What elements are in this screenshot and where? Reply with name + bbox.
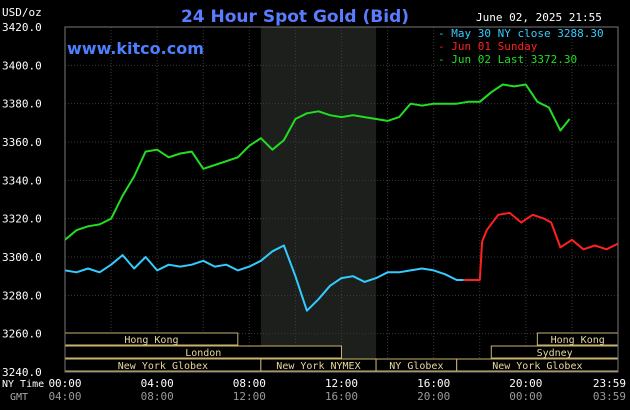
x-tick-label-ny: 16:00	[417, 377, 450, 390]
ny-time-label: NY Time	[2, 379, 44, 390]
legend-item-jun01: - Jun 01 Sunday	[438, 40, 538, 53]
session-label: Sydney	[537, 348, 573, 359]
x-tick-label-gmt: 04:00	[48, 390, 81, 403]
x-tick-label-ny: 12:00	[325, 377, 358, 390]
x-tick-label-gmt: 20:00	[417, 390, 450, 403]
y-tick-label: 3300.0	[2, 251, 42, 264]
x-tick-label-ny: 00:00	[48, 377, 81, 390]
session-label: Hong Kong	[124, 335, 178, 346]
y-tick-label: 3380.0	[2, 98, 42, 111]
x-tick-label-ny: 04:00	[141, 377, 174, 390]
legend: - May 30 NY close 3288.30 - Jun 01 Sunda…	[438, 27, 604, 66]
legend-item-may30: - May 30 NY close 3288.30	[438, 27, 604, 40]
legend-swatch: -	[438, 27, 451, 40]
x-tick-label-gmt: 00:00	[509, 390, 542, 403]
plot-frame	[64, 26, 619, 373]
legend-label: Jun 02 Last 3372.30	[451, 53, 577, 66]
date-label: June 02, 2025 21:55	[476, 11, 602, 24]
session-label: Hong Kong	[551, 335, 605, 346]
y-tick-label: 3320.0	[2, 213, 42, 226]
x-tick-label-ny: 23:59	[593, 377, 626, 390]
y-tick-label: 3340.0	[2, 174, 42, 187]
y-tick-label: 3240.0	[2, 366, 42, 379]
trading-sessions: Hong Kong London New York Globex New York N…	[64, 332, 619, 372]
y-tick-label: 3420.0	[2, 21, 42, 34]
price-lines	[64, 83, 619, 312]
x-tick-label-gmt: 16:00	[325, 390, 358, 403]
legend-swatch: -	[438, 53, 451, 66]
session-label: New York Globex	[492, 361, 582, 372]
legend-item-jun02: - Jun 02 Last 3372.30	[438, 53, 577, 66]
y-tick-label: 3280.0	[2, 289, 42, 302]
legend-label: May 30 NY close 3288.30	[451, 27, 603, 40]
x-tick-label-gmt: 12:00	[233, 390, 266, 403]
watermark-link[interactable]: www.kitco.com	[67, 39, 204, 58]
nymex-session-shading	[260, 27, 377, 372]
x-tick-label-gmt: 08:00	[141, 390, 174, 403]
session-label: New York Globex	[118, 361, 208, 372]
chart-title: 24 Hour Spot Gold (Bid)	[181, 7, 409, 27]
series-line	[463, 211, 619, 281]
x-tick-label-ny: 08:00	[233, 377, 266, 390]
gmt-label: GMT	[10, 392, 28, 403]
unit-label: USD/oz	[2, 6, 42, 19]
session-label: NY Globex	[389, 361, 443, 372]
chart-axes: 3420.0 3400.0 3380.0 3360.0 3340.0 3320.0 3300…	[2, 21, 626, 403]
legend-swatch: -	[438, 40, 451, 53]
x-tick-label-gmt: 03:59	[593, 390, 626, 403]
session-label: New York NYMEX	[276, 361, 360, 372]
y-tick-label: 3260.0	[2, 328, 42, 341]
series-line	[64, 83, 571, 241]
session-label: London	[185, 348, 221, 359]
x-tick-label-ny: 20:00	[509, 377, 542, 390]
legend-label: Jun 01 Sunday	[451, 40, 537, 53]
y-tick-label: 3360.0	[2, 136, 42, 149]
series-line	[64, 244, 464, 312]
y-tick-label: 3400.0	[2, 59, 42, 72]
